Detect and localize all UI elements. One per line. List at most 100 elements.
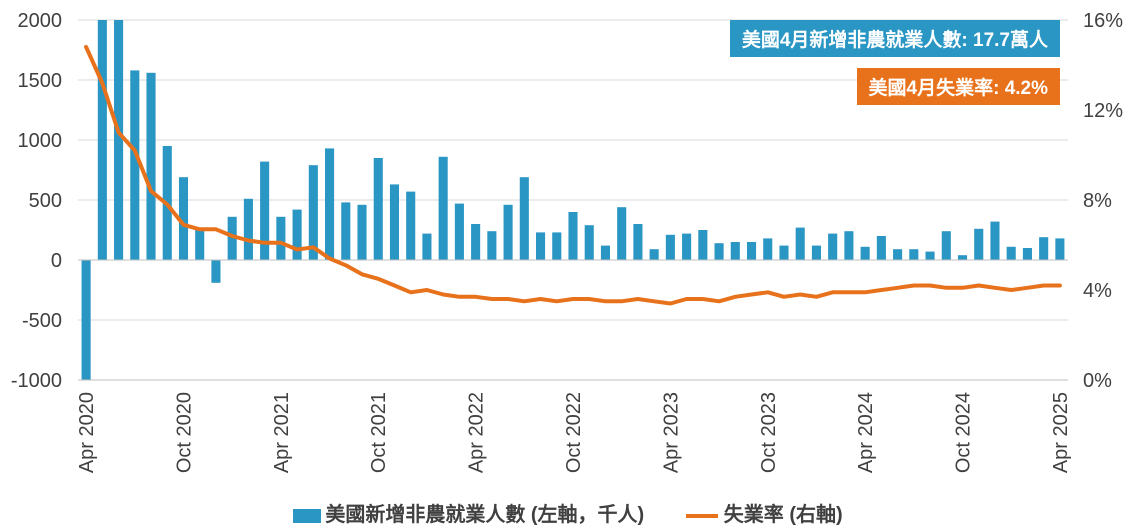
left-tick-label: -500 bbox=[22, 310, 62, 332]
bar bbox=[325, 148, 335, 260]
bar bbox=[1055, 238, 1065, 260]
bar bbox=[682, 233, 692, 260]
bar bbox=[1022, 248, 1032, 260]
bar bbox=[990, 221, 1000, 260]
right-tick-label: 12% bbox=[1083, 100, 1123, 122]
left-tick-label: 1000 bbox=[18, 130, 63, 152]
bar bbox=[876, 236, 886, 260]
x-tick-label: Apr 2024 bbox=[855, 392, 877, 473]
bar bbox=[276, 216, 286, 260]
bar bbox=[406, 191, 416, 260]
x-tick-label: Oct 2021 bbox=[368, 392, 390, 473]
legend: 美國新增非農就業人數 (左軸，千人) 失業率 (右軸) bbox=[0, 498, 1136, 527]
bar bbox=[893, 249, 903, 260]
bar bbox=[617, 207, 627, 260]
right-tick-label: 16% bbox=[1083, 10, 1123, 32]
bar bbox=[633, 224, 643, 260]
legend-label-unemployment: 失業率 (右軸) bbox=[723, 504, 843, 526]
bar bbox=[600, 245, 611, 260]
bar bbox=[487, 231, 497, 260]
bar bbox=[941, 231, 951, 260]
bar bbox=[714, 243, 724, 260]
bar bbox=[665, 234, 675, 260]
x-axis-ticks: Apr 2020 Oct 2020 Apr 2021 Oct 2021 Apr 2022… bbox=[76, 392, 1072, 473]
bar bbox=[243, 198, 253, 260]
annotation-payrolls: 美國4月新增非農就業人數: 17.7萬人 bbox=[729, 20, 1060, 57]
bar bbox=[195, 228, 205, 260]
bar bbox=[422, 233, 432, 260]
left-tick-label: 2000 bbox=[18, 10, 63, 32]
bar bbox=[730, 242, 740, 260]
bar bbox=[1006, 246, 1016, 260]
bar bbox=[308, 165, 318, 260]
line-series bbox=[84, 45, 1062, 306]
legend-bar-swatch bbox=[293, 508, 322, 523]
bar bbox=[260, 161, 270, 260]
bar bbox=[97, 20, 107, 260]
bar bbox=[568, 212, 578, 260]
bar bbox=[925, 251, 935, 260]
bar bbox=[227, 216, 237, 260]
left-tick-label: 500 bbox=[29, 190, 62, 212]
right-tick-label: 8% bbox=[1083, 190, 1112, 212]
x-tick-label: Apr 2023 bbox=[660, 392, 682, 473]
bar bbox=[373, 158, 383, 260]
x-tick-label: Apr 2025 bbox=[1050, 392, 1072, 473]
bar bbox=[795, 227, 805, 260]
bar bbox=[438, 156, 448, 260]
bar bbox=[503, 204, 513, 260]
bar bbox=[292, 209, 302, 260]
bar bbox=[844, 231, 854, 260]
bar bbox=[130, 70, 140, 261]
x-tick-label: Apr 2021 bbox=[271, 392, 293, 473]
bar bbox=[535, 232, 546, 260]
bar bbox=[779, 245, 789, 260]
right-tick-label: 0% bbox=[1083, 370, 1112, 392]
right-tick-label: 4% bbox=[1083, 280, 1112, 302]
bar bbox=[81, 260, 91, 380]
annotation-unemployment: 美國4月失業率: 4.2% bbox=[856, 68, 1060, 105]
legend-item-unemployment: 失業率 (右軸) bbox=[685, 498, 843, 527]
bar bbox=[584, 225, 594, 260]
bar bbox=[763, 238, 773, 260]
right-axis-ticks: 16% 12% 8% 4% 0% bbox=[1083, 10, 1123, 392]
axes bbox=[78, 259, 1068, 381]
legend-label-payrolls: 美國新增非農就業人數 (左軸，千人) bbox=[325, 504, 645, 526]
legend-line-swatch bbox=[685, 513, 718, 518]
bar bbox=[974, 228, 984, 260]
bar bbox=[211, 260, 221, 283]
bar bbox=[471, 224, 481, 260]
bar bbox=[1039, 237, 1049, 260]
x-tick-label: Oct 2022 bbox=[563, 392, 585, 473]
x-tick-label: Apr 2022 bbox=[466, 392, 488, 473]
unemployment-line bbox=[84, 45, 1062, 306]
bar bbox=[178, 177, 189, 260]
bar bbox=[811, 245, 821, 260]
bar bbox=[746, 242, 757, 260]
bar bbox=[341, 202, 351, 260]
x-tick-label: Oct 2020 bbox=[174, 392, 196, 473]
left-tick-label: 1500 bbox=[18, 70, 63, 92]
bar bbox=[828, 233, 838, 260]
x-tick-label: Oct 2023 bbox=[758, 392, 780, 473]
bar bbox=[649, 249, 659, 260]
bar bbox=[552, 232, 562, 260]
left-axis-ticks: 2000 1500 1000 500 0 -500 -1000 bbox=[11, 10, 62, 392]
bar bbox=[389, 184, 400, 260]
legend-item-payrolls: 美國新增非農就業人數 (左軸，千人) bbox=[293, 498, 644, 527]
bar bbox=[860, 246, 870, 260]
bar bbox=[519, 177, 529, 260]
left-tick-label: -1000 bbox=[11, 370, 62, 392]
bar bbox=[146, 72, 156, 260]
bar-series bbox=[81, 20, 1065, 380]
bar bbox=[909, 249, 919, 260]
bar bbox=[357, 204, 367, 260]
bar bbox=[957, 255, 968, 260]
x-tick-label: Oct 2024 bbox=[953, 392, 975, 473]
bar bbox=[454, 203, 464, 260]
x-tick-label: Apr 2020 bbox=[76, 392, 98, 473]
bar bbox=[114, 20, 124, 260]
left-tick-label: 0 bbox=[51, 250, 62, 272]
bar bbox=[698, 230, 708, 260]
